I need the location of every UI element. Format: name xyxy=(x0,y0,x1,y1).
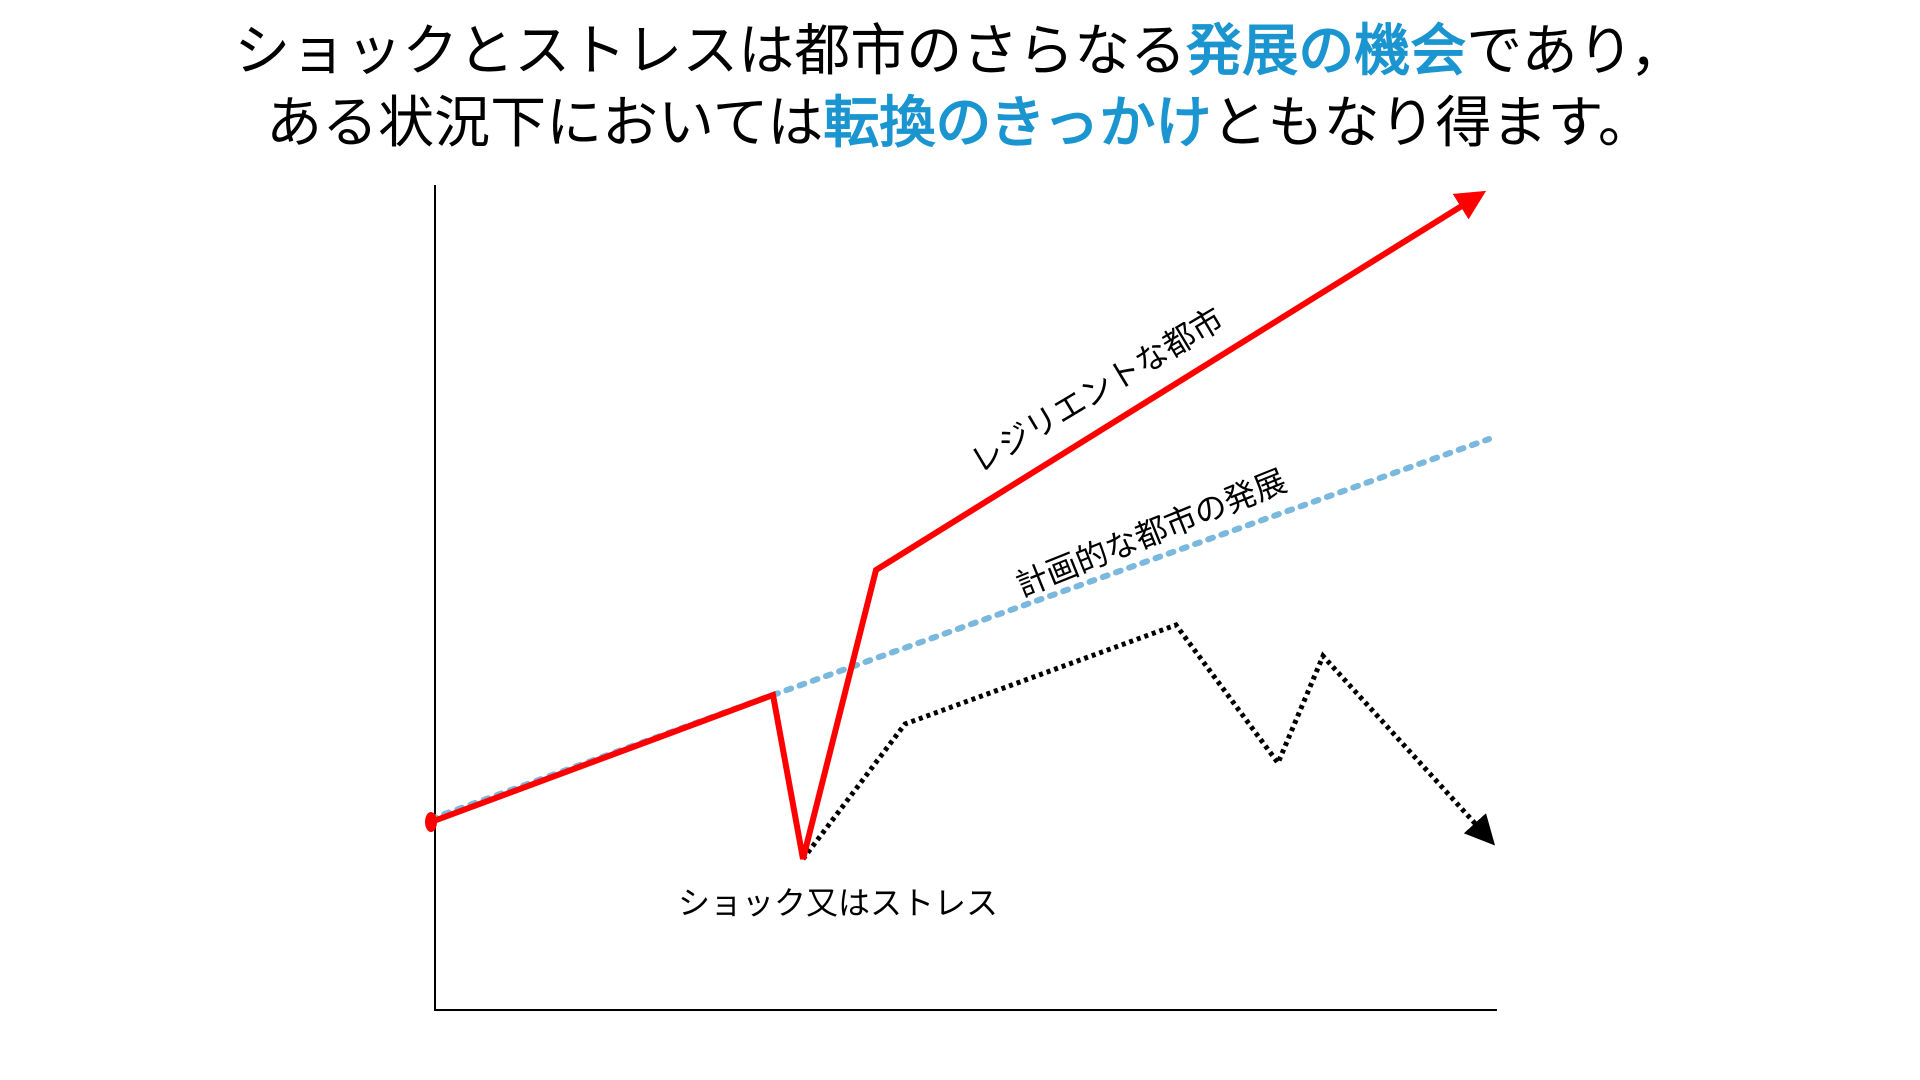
decline-line xyxy=(801,622,1496,861)
resilient-label: レジリエントな都市 xyxy=(964,300,1230,481)
start-point xyxy=(425,812,437,832)
title-text: であり， xyxy=(1466,19,1686,84)
planned-label: 計画的な都市の発展 xyxy=(1011,462,1292,605)
shock-label: ショック又はストレス xyxy=(678,884,998,922)
title-text: ある状況下においては xyxy=(266,91,823,156)
title-highlight: 転換のきっかけ xyxy=(823,91,1211,156)
title-line-2: ある状況下においては転換のきっかけともなり得ます。 xyxy=(266,91,1654,156)
resilient-line xyxy=(429,190,1487,860)
title-highlight: 発展の機会 xyxy=(1186,19,1466,84)
title-line-1: ショックとストレスは都市のさらなる発展の機会であり， xyxy=(234,19,1686,84)
title-text: ショックとストレスは都市のさらなる xyxy=(234,19,1186,84)
title-text: ともなり得ます。 xyxy=(1211,91,1653,156)
